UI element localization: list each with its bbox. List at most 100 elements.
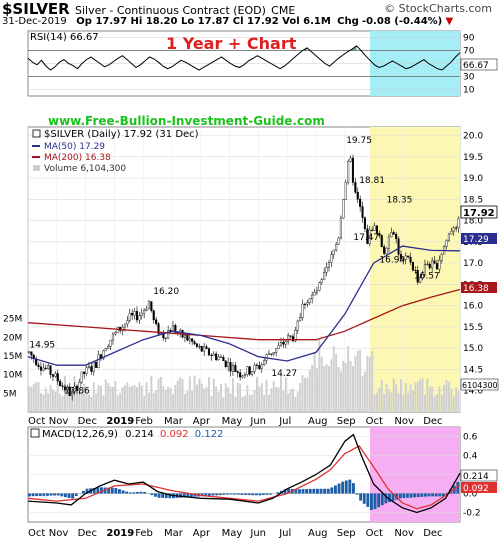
candle-body	[349, 157, 352, 162]
candle-body	[356, 191, 359, 200]
volume-bar	[172, 394, 174, 412]
volume-bar	[119, 392, 122, 412]
macd-tick-label: -0.2	[463, 509, 481, 519]
volume-bar	[88, 394, 90, 412]
volume-bar	[150, 375, 153, 412]
volume-bar	[448, 381, 450, 412]
volume-bar	[347, 346, 350, 412]
volume-bar	[428, 387, 431, 412]
candle-body	[299, 317, 302, 322]
candle-body	[68, 386, 71, 396]
volume-bar	[342, 360, 345, 412]
volume-bar	[227, 387, 230, 412]
candle-body	[342, 199, 345, 219]
price-tick-label: 19.5	[463, 153, 483, 163]
volume-bar	[392, 378, 395, 412]
instrument-name: Silver - Continuous Contract (EOD)	[74, 4, 266, 17]
candle-body	[411, 262, 414, 271]
volume-bar	[431, 386, 434, 412]
macd-histogram-bar	[258, 493, 262, 496]
candle-body	[195, 343, 198, 347]
x-axis-label: May	[222, 528, 243, 539]
macd-histogram-bar	[355, 493, 359, 495]
macd-histogram-bar	[208, 493, 211, 496]
candle-body	[56, 373, 59, 382]
candle-body	[416, 270, 419, 283]
volume-bar	[241, 396, 244, 412]
change-label: Chg	[337, 16, 359, 27]
volume-bar	[296, 391, 299, 412]
volume-bar	[131, 385, 134, 412]
candle-body	[143, 310, 146, 314]
volume-bar	[260, 383, 263, 412]
macd-last-box	[460, 469, 498, 482]
candle-body	[241, 375, 244, 378]
legend-swatch-volume	[33, 165, 40, 171]
macd-histogram-bar	[114, 488, 118, 494]
candle-body	[395, 233, 398, 239]
macd-histogram-bar	[308, 488, 312, 494]
candle-body	[145, 308, 148, 311]
candle-body	[351, 157, 354, 183]
candle-body	[303, 303, 306, 305]
macd-histogram-bar	[96, 487, 100, 494]
macd-histogram-bar	[60, 493, 64, 497]
volume-bar	[337, 367, 340, 412]
candle-body	[354, 182, 357, 193]
macd-histogram-bar	[139, 491, 143, 494]
candle-body	[315, 290, 318, 293]
volume-bar	[49, 384, 52, 412]
macd-histogram-bar	[233, 493, 237, 495]
volume-bar	[354, 356, 357, 412]
x-axis-label: Aug	[308, 416, 328, 427]
volume-bar	[323, 365, 326, 412]
volume-bar	[457, 390, 460, 412]
price-tick-label: 20.0	[463, 132, 483, 142]
candle-body	[205, 346, 208, 349]
candle-body	[183, 334, 186, 338]
macd-histogram-bar	[391, 493, 395, 501]
x-axis-label: Nov	[49, 528, 69, 539]
macd-label: MACD(12,26,9)	[42, 429, 118, 440]
candle-body	[452, 227, 455, 232]
candle-body	[373, 225, 376, 231]
volume-bar	[42, 394, 45, 412]
candle-body	[200, 346, 203, 352]
volume-bar	[361, 376, 364, 412]
volume-bar	[318, 339, 321, 412]
candle-body	[440, 253, 443, 261]
candle-body	[37, 364, 40, 367]
volume-bar	[121, 387, 124, 412]
volume-bar	[61, 396, 64, 412]
volume-bar	[359, 349, 362, 412]
volume-bar	[308, 370, 311, 412]
macd-histogram-bar	[132, 492, 136, 494]
price-tick-label: 15.0	[463, 344, 483, 354]
macd-histogram-bar	[287, 488, 291, 494]
rsi-tick-label: 30	[463, 73, 475, 83]
macd-histogram-bar	[211, 493, 215, 496]
candle-body	[450, 230, 453, 235]
candle-body	[95, 361, 98, 368]
candle-body	[87, 366, 90, 368]
price-tick-label: 18.0	[463, 217, 483, 227]
volume-bar	[179, 377, 182, 412]
ma200-line	[27, 288, 461, 341]
price-annotation: 18.35	[387, 196, 413, 206]
candle-body	[111, 333, 114, 341]
x-axis-label: Jun	[249, 528, 266, 539]
volume-bar	[424, 394, 426, 412]
x-axis-label: May	[222, 416, 243, 427]
candle-body	[284, 341, 287, 345]
macd-histogram-bar	[398, 493, 402, 499]
candle-body	[123, 323, 126, 328]
macd-histogram-bar	[438, 493, 442, 497]
symbol: $SILVER	[2, 0, 70, 18]
volume-bar	[215, 386, 218, 412]
candle-body	[368, 229, 371, 244]
macd-histogram-bar	[341, 481, 345, 494]
volume-bar	[244, 395, 246, 412]
macd-histogram-bar	[157, 493, 161, 498]
macd-histogram-bar	[445, 492, 449, 494]
macd-histogram-bar	[326, 488, 330, 494]
